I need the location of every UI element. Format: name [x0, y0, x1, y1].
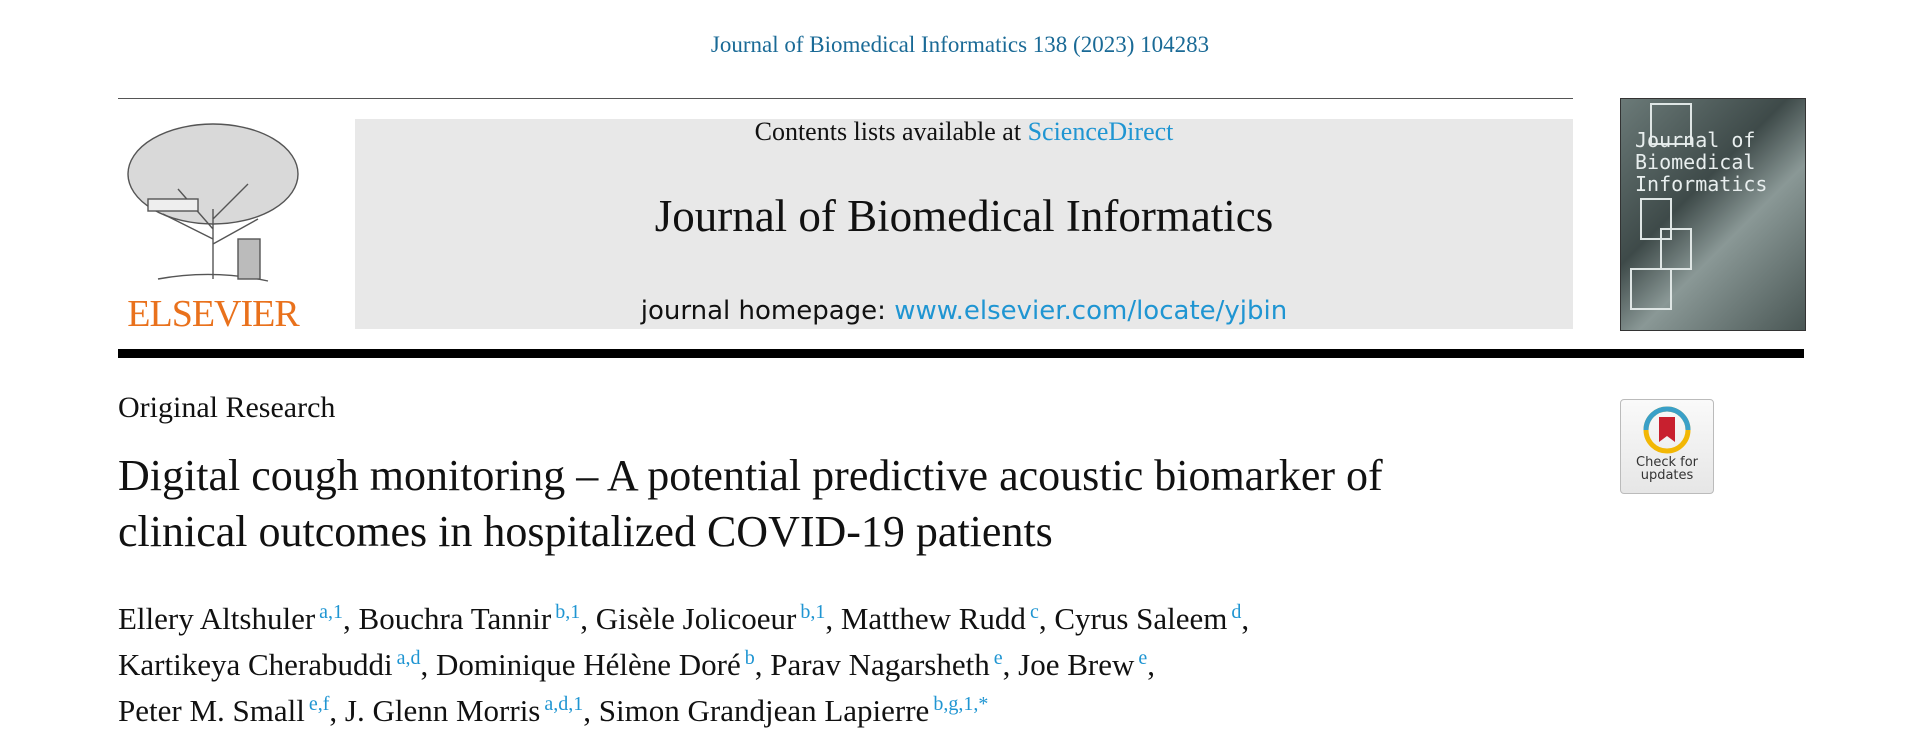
journal-ref: Journal of Biomedical Informatics 138 (2…: [710, 32, 1210, 57]
cover-title: Journal of Biomedical Informatics: [1635, 129, 1767, 195]
cover-line: Biomedical: [1635, 150, 1756, 174]
article-title: Digital cough monitoring – A potential p…: [118, 448, 1383, 560]
cover-art: [1630, 103, 1692, 310]
sciencedirect-link[interactable]: ScienceDirect: [1027, 117, 1174, 146]
journal-band: [355, 119, 1573, 329]
affiliation-marks[interactable]: e: [993, 647, 1003, 669]
contents-prefix: Contents lists available at: [754, 117, 1022, 146]
affiliation-marks[interactable]: b,1: [555, 601, 581, 623]
author-separator: ,: [754, 647, 763, 682]
author-name: Kartikeya Cherabuddi: [118, 647, 393, 682]
author-list: Ellery Altshuler a,1, Bouchra Tannir b,1, …: [118, 598, 1249, 736]
publisher-logo: [127, 123, 299, 282]
top-rule: [118, 98, 1573, 99]
author-name: J. Glenn Morris: [344, 693, 541, 728]
author-separator: ,: [343, 601, 351, 636]
author-separator: ,: [329, 693, 338, 728]
author-name: Gisèle Jolicoeur: [595, 601, 797, 636]
homepage-line: journal homepage: www.elsevier.com/locat…: [355, 296, 1573, 326]
author-separator: ,: [580, 601, 588, 636]
author-separator: ,: [1038, 601, 1047, 636]
author-name: Matthew Rudd: [840, 601, 1026, 636]
author-separator: ,: [1002, 647, 1011, 682]
author-name: Joe Brew: [1018, 647, 1135, 682]
author-separator: ,: [825, 601, 834, 636]
thick-rule: [118, 349, 1804, 358]
title-line: clinical outcomes in hospitalized COVID-…: [118, 507, 1053, 556]
author-name: Ellery Altshuler: [118, 601, 316, 636]
contents-line: Contents lists available at ScienceDirec…: [355, 117, 1573, 147]
author-line: Kartikeya Cherabuddi a,d, Dominique Hélèn…: [118, 644, 1249, 690]
author-name: Bouchra Tannir: [358, 601, 552, 636]
affiliation-marks[interactable]: a,d: [396, 647, 421, 669]
author-name: Dominique Hélène Doré: [436, 647, 741, 682]
affiliation-marks[interactable]: e: [1138, 647, 1148, 669]
cover-line: Informatics: [1635, 172, 1768, 196]
check-updates-label: Check for updates: [1621, 456, 1713, 482]
author-name: Parav Nagarsheth: [770, 647, 990, 682]
homepage-prefix: journal homepage:: [640, 296, 886, 326]
journal-cover: Journal of Biomedical Informatics: [1620, 98, 1806, 331]
affiliation-marks[interactable]: a,d,1: [544, 693, 584, 715]
affiliation-marks[interactable]: b: [744, 647, 755, 669]
publisher: ELSEVIER: [127, 293, 299, 335]
check-updates-text: updates: [1640, 468, 1694, 483]
author-separator: ,: [1241, 601, 1250, 636]
author-line: Ellery Altshuler a,1, Bouchra Tannir b,1, …: [118, 598, 1249, 644]
affiliation-marks[interactable]: a,1: [319, 601, 344, 623]
affiliation-marks[interactable]: b,g,1,*: [933, 693, 989, 715]
affiliation-marks[interactable]: e,f: [308, 693, 330, 715]
check-updates-icon: [1643, 406, 1691, 454]
journal-title: Journal of Biomedical Informatics: [654, 191, 1274, 241]
author-separator: ,: [1147, 647, 1155, 682]
title-line: Digital cough monitoring – A potential p…: [118, 451, 1383, 500]
author-separator: ,: [420, 647, 429, 682]
author-name: Simon Grandjean Lapierre: [598, 693, 930, 728]
author-name: Peter M. Small: [118, 693, 305, 728]
homepage-link[interactable]: www.elsevier.com/locate/yjbin: [894, 296, 1288, 326]
cover-line: Journal of: [1635, 128, 1756, 152]
author-separator: ,: [583, 693, 592, 728]
check-updates-button[interactable]: Check for updates: [1620, 399, 1714, 494]
article-type: Original Research: [118, 391, 336, 424]
author-name: Cyrus Saleem: [1054, 601, 1228, 636]
check-updates-text: Check for: [1636, 455, 1698, 470]
affiliation-marks[interactable]: d: [1231, 601, 1242, 623]
author-line: Peter M. Small e,f, J. Glenn Morris a,d,1,…: [118, 690, 1249, 736]
affiliation-marks[interactable]: b,1: [800, 601, 826, 623]
affiliation-marks[interactable]: c: [1029, 601, 1039, 623]
